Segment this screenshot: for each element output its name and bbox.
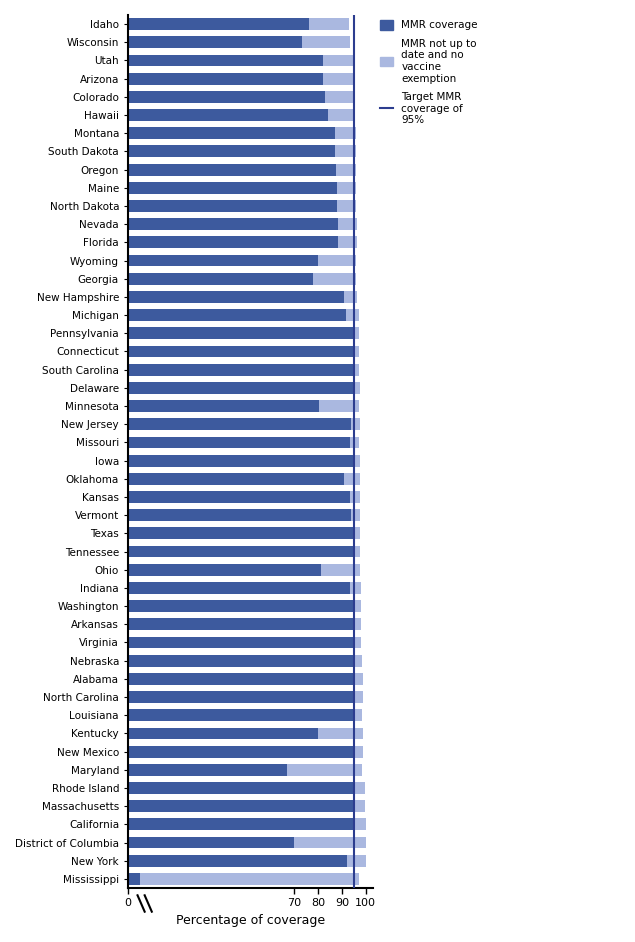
Bar	[128, 545, 355, 558]
Bar	[352, 637, 361, 648]
Bar	[287, 764, 362, 775]
Bar	[128, 510, 351, 521]
Bar	[355, 801, 364, 812]
Bar	[321, 564, 360, 576]
X-axis label: Percentage of coverage: Percentage of coverage	[176, 914, 325, 927]
Legend: MMR coverage, MMR not up to
date and no
vaccine
exemption, Target MMR
coverage o: MMR coverage, MMR not up to date and no …	[380, 20, 478, 125]
Bar	[128, 836, 295, 849]
Bar	[128, 637, 352, 648]
Bar	[128, 346, 352, 357]
Bar	[128, 55, 323, 66]
Bar	[302, 37, 351, 48]
Bar	[351, 436, 359, 448]
Bar	[347, 854, 366, 867]
Bar	[128, 291, 344, 302]
Bar	[352, 455, 360, 466]
Bar	[128, 564, 321, 576]
Bar	[128, 328, 352, 339]
Bar	[338, 236, 358, 249]
Bar	[128, 491, 351, 503]
Bar	[355, 528, 360, 539]
Bar	[351, 418, 360, 430]
Bar	[352, 364, 359, 376]
Bar	[128, 145, 335, 157]
Bar	[128, 309, 345, 321]
Bar	[128, 400, 319, 412]
Bar	[337, 200, 356, 212]
Bar	[128, 618, 352, 630]
Bar	[323, 55, 355, 66]
Bar	[352, 655, 362, 667]
Bar	[128, 600, 352, 612]
Bar	[128, 727, 318, 739]
Bar	[128, 673, 355, 685]
Bar	[128, 127, 335, 139]
Bar	[128, 418, 351, 430]
Bar	[336, 164, 356, 175]
Bar	[354, 709, 362, 722]
Bar	[337, 182, 356, 194]
Bar	[128, 382, 352, 394]
Bar	[318, 254, 356, 267]
Bar	[128, 764, 287, 775]
Bar	[355, 673, 363, 685]
Bar	[128, 782, 355, 794]
Bar	[335, 145, 356, 157]
Bar	[128, 709, 354, 722]
Bar	[352, 328, 359, 339]
Bar	[318, 727, 363, 739]
Bar	[128, 746, 355, 757]
Bar	[314, 273, 356, 284]
Bar	[128, 18, 309, 30]
Bar	[338, 219, 358, 230]
Bar	[128, 200, 337, 212]
Bar	[309, 18, 349, 30]
Bar	[295, 836, 366, 849]
Bar	[128, 801, 355, 812]
Bar	[128, 455, 352, 466]
Bar	[128, 273, 314, 284]
Bar	[352, 618, 361, 630]
Bar	[344, 473, 360, 485]
Bar	[128, 37, 302, 48]
Bar	[128, 73, 323, 85]
Bar	[344, 291, 358, 302]
Bar	[328, 109, 355, 121]
Bar	[319, 400, 359, 412]
Bar	[128, 873, 140, 885]
Bar	[128, 854, 347, 867]
Bar	[351, 510, 360, 521]
Bar	[355, 545, 360, 558]
Bar	[128, 109, 328, 121]
Bar	[128, 254, 318, 267]
Bar	[351, 582, 361, 593]
Bar	[128, 655, 352, 667]
Bar	[128, 182, 337, 194]
Bar	[351, 491, 360, 503]
Bar	[355, 691, 363, 703]
Bar	[325, 91, 354, 103]
Bar	[128, 528, 355, 539]
Bar	[128, 582, 351, 593]
Bar	[352, 600, 361, 612]
Bar	[128, 819, 355, 830]
Bar	[128, 219, 338, 230]
Bar	[128, 436, 351, 448]
Bar	[355, 746, 363, 757]
Bar	[128, 364, 352, 376]
Bar	[128, 236, 338, 249]
Bar	[335, 127, 356, 139]
Bar	[352, 346, 359, 357]
Bar	[140, 873, 359, 885]
Bar	[355, 782, 364, 794]
Bar	[352, 382, 360, 394]
Bar	[345, 309, 359, 321]
Bar	[128, 164, 336, 175]
Bar	[128, 473, 344, 485]
Bar	[323, 73, 352, 85]
Bar	[128, 691, 355, 703]
Bar	[128, 91, 325, 103]
Bar	[355, 819, 366, 830]
